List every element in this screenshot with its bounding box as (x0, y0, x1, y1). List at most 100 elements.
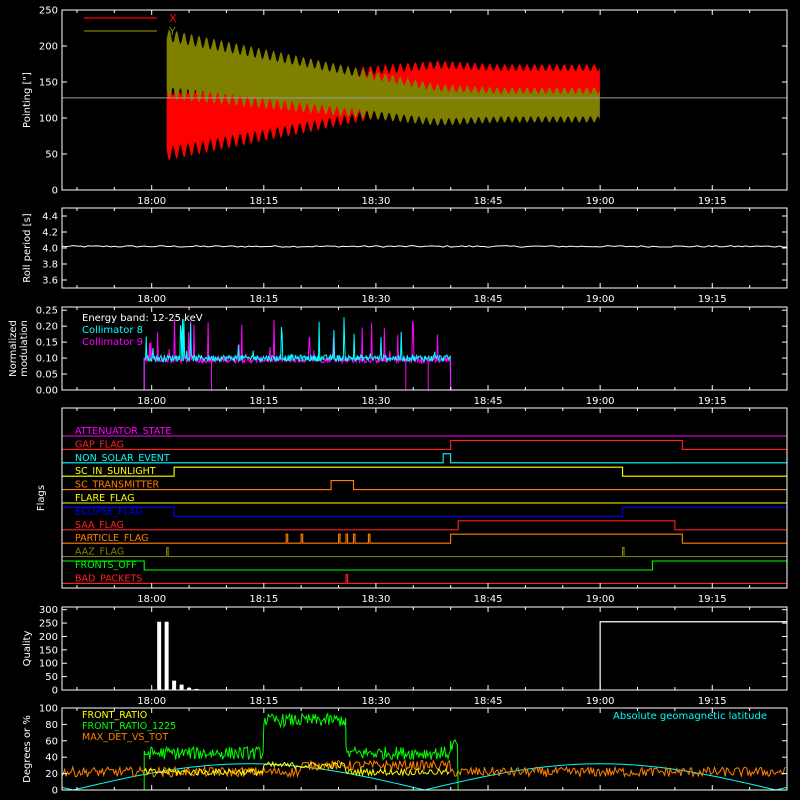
plot-area-ratios (62, 712, 787, 790)
flag-trace-fronts-off (62, 560, 787, 571)
y-tick-label: 0.00 (36, 386, 58, 397)
flag-label-attenuator-state: ATTENUATOR_STATE (75, 426, 171, 437)
latitude-annotation: Absolute geomagnetic latitude (613, 711, 767, 722)
x-tick-label: 18:00 (137, 594, 166, 605)
flag-trace-sc-transmitter (62, 480, 787, 491)
series-Y (166, 29, 600, 126)
flag-trace-aaz-flag (62, 547, 787, 558)
y-tick-label: 0.10 (36, 354, 58, 365)
x-tick-label: 19:00 (586, 196, 615, 207)
y-tick-label: 0.25 (36, 306, 58, 317)
x-tick-label: 19:00 (586, 294, 615, 305)
y-tick-label: 250 (39, 619, 58, 630)
y-tick-label: 250 (39, 6, 58, 17)
x-tick-label: 18:15 (249, 594, 278, 605)
x-tick-label: 18:15 (249, 696, 278, 707)
flag-label-fronts-off: FRONTS_OFF (75, 560, 137, 571)
x-tick-label: 18:00 (137, 396, 166, 407)
y-tick-label: 0 (52, 186, 58, 197)
x-tick-label: 18:00 (137, 294, 166, 305)
x-tick-label: 19:00 (586, 696, 615, 707)
x-tick-label: 18:15 (249, 294, 278, 305)
quality-bar (172, 680, 177, 690)
x-tick-label: 18:15 (249, 196, 278, 207)
x-tick-label: 19:15 (698, 294, 727, 305)
y-tick-label: 0.15 (36, 338, 58, 349)
series-front-ratio-1225 (62, 712, 787, 790)
quality-segment (599, 621, 787, 690)
x-tick-label: 18:30 (362, 196, 391, 207)
panel-ratios: FRONT_RATIOFRONT_RATIO_1225MAX_DET_VS_TO… (22, 704, 788, 797)
plot-frame-roll (61, 207, 788, 289)
series-collimator-8 (62, 317, 787, 390)
quality-bar (194, 688, 199, 690)
y-tick-label: 4.4 (42, 212, 58, 223)
flag-trace-eclipse-flag (62, 506, 787, 517)
y-tick-label: 0.20 (36, 322, 58, 333)
x-tick-label: 18:00 (137, 196, 166, 207)
plot-area-pointing (62, 29, 787, 161)
panel-roll: 18:00 18:15 18:30 18:45 19:00 19:15 3.6 3.8 4.0 4… (22, 207, 788, 305)
flag-label-aaz-flag: AAZ_FLAG (75, 547, 124, 558)
y-tick-label: 100 (39, 704, 58, 715)
flag-trace-gap-flag (62, 439, 787, 450)
y-tick-label: 200 (39, 632, 58, 643)
y-tick-label: 50 (45, 672, 58, 683)
y-axis-label: Pointing ["] (22, 72, 33, 128)
quality-bar (164, 621, 169, 690)
y-tick-label: 0.05 (36, 370, 58, 381)
flag-label-saa-flag: SAA_FLAG (75, 520, 124, 531)
y-axis-label: Quality (22, 631, 33, 667)
legend-label-X: X (169, 12, 177, 25)
x-tick-label: 19:00 (586, 396, 615, 407)
flag-label-non-solar-event: NON_SOLAR_EVENT (75, 453, 170, 464)
x-tick-label: 18:30 (362, 294, 391, 305)
plot-area-roll (62, 245, 787, 248)
plot-frame-flags (61, 407, 788, 589)
plot-frame-pointing (61, 9, 788, 191)
flag-label-sc-transmitter: SC_TRANSMITTER (75, 480, 160, 491)
plot-frame-modulation (61, 306, 788, 391)
legend-label-max-det-vs-tot: MAX_DET_VS_TOT (82, 732, 168, 743)
flag-label-bad-packets: BAD_PACKETS (75, 573, 142, 584)
panel-pointing: XY 18:00 18:15 18:30 18:45 19:00 19:15 0 50 100 15… (22, 6, 788, 207)
y-tick-label: 3.8 (42, 260, 58, 271)
x-tick-label: 19:15 (698, 196, 727, 207)
y-tick-label: 300 (39, 605, 58, 616)
x-tick-label: 18:30 (362, 696, 391, 707)
x-tick-label: 18:30 (362, 594, 391, 605)
series-max-det-vs-tot (62, 759, 787, 779)
flag-trace-sc-in-sunlight (62, 466, 787, 477)
x-tick-label: 19:15 (698, 696, 727, 707)
flag-label-flare-flag: FLARE_FLAG (75, 493, 135, 504)
y-tick-label: 150 (39, 78, 58, 89)
x-tick-label: 18:45 (474, 294, 503, 305)
y-tick-label: 40 (45, 753, 58, 764)
y-tick-label: 80 (45, 720, 58, 731)
y-tick-label: 200 (39, 42, 58, 53)
y-tick-label: 0 (52, 786, 58, 797)
flag-label-gap-flag: GAP_FLAG (75, 439, 124, 450)
y-tick-label: 20 (45, 769, 58, 780)
flag-label-particle-flag: PARTICLE_FLAG (75, 533, 148, 544)
series-collimator-9 (62, 318, 787, 390)
y-axis-label: Roll period [s] (22, 213, 33, 282)
flag-trace-bad-packets (62, 573, 787, 584)
plot-area-flags (62, 435, 787, 584)
y-tick-label: 4.2 (42, 228, 58, 239)
quality-bar (157, 621, 162, 690)
y-tick-label: 100 (39, 114, 58, 125)
panel-quality: 18:00 18:15 18:30 18:45 19:00 19:15 0 50 100 150 2… (22, 605, 788, 707)
y-tick-label: 50 (45, 150, 58, 161)
flag-label-sc-in-sunlight: SC_IN_SUNLIGHT (75, 466, 156, 477)
y-tick-label: 3.6 (42, 276, 58, 287)
plot-area-modulation (62, 317, 787, 390)
x-tick-label: 18:15 (249, 396, 278, 407)
quality-bar (179, 684, 184, 690)
y-axis-label: modulation (19, 320, 30, 377)
legend-label-Y: Y (168, 25, 176, 38)
x-tick-label: 18:45 (474, 594, 503, 605)
plot-frame-quality (61, 606, 788, 691)
